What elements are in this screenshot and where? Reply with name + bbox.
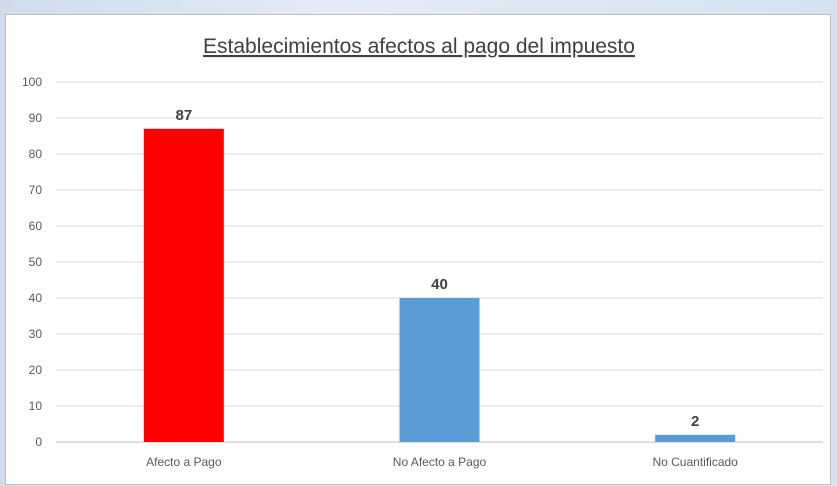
x-category-label: No Afecto a Pago — [393, 455, 487, 469]
y-tick-label: 70 — [29, 183, 43, 197]
y-tick-label: 30 — [29, 327, 43, 341]
y-tick-label: 80 — [29, 147, 43, 161]
bars — [143, 128, 736, 443]
x-category-label: No Cuantificado — [652, 455, 738, 469]
y-tick-label: 50 — [29, 255, 43, 269]
y-axis-ticks: 0 10 20 30 40 50 60 70 80 90 100 — [22, 75, 42, 449]
y-tick-label: 20 — [29, 363, 43, 377]
y-tick-label: 90 — [29, 111, 43, 125]
data-label: 40 — [431, 276, 448, 293]
y-tick-label: 100 — [22, 75, 42, 89]
data-labels: 87 40 2 — [175, 107, 699, 430]
y-tick-label: 40 — [29, 291, 43, 305]
y-tick-label: 60 — [29, 219, 43, 233]
bar-3 — [655, 434, 736, 442]
data-label: 87 — [175, 107, 192, 124]
bar-1 — [143, 128, 224, 443]
bar-2 — [399, 298, 480, 442]
x-axis-categories: Afecto a Pago No Afecto a Pago No Cuantifi… — [146, 455, 738, 469]
bar-chart: Establecimientos afectos al pago del imp… — [22, 35, 823, 469]
y-tick-label: 0 — [35, 435, 42, 449]
x-category-label: Afecto a Pago — [146, 455, 222, 469]
y-tick-label: 10 — [29, 399, 43, 413]
chart-title: Establecimientos afectos al pago del imp… — [203, 35, 635, 58]
chart-frame: Establecimientos afectos al pago del imp… — [5, 14, 831, 485]
data-label: 2 — [691, 413, 699, 430]
